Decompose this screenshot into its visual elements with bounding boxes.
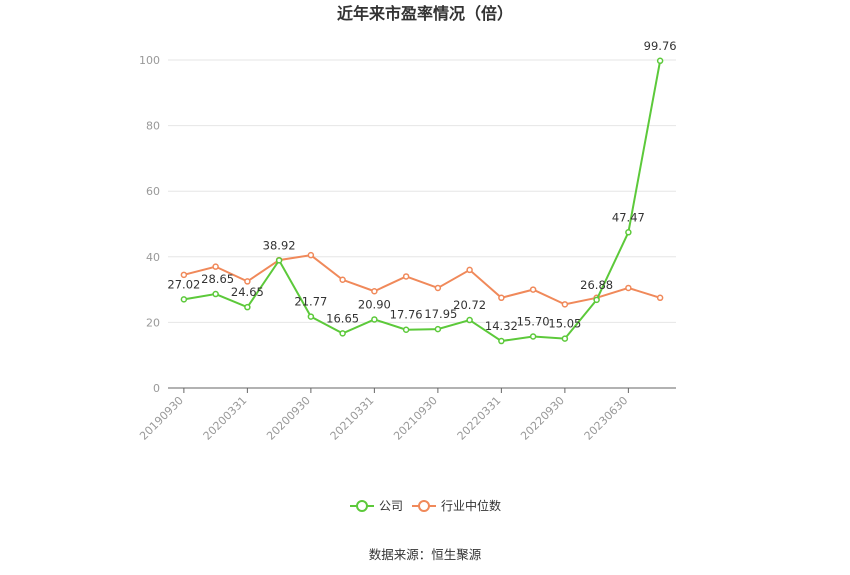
data-label: 17.95 bbox=[424, 307, 457, 321]
y-axis: 0 20 40 60 80 100 bbox=[139, 54, 160, 395]
series-line bbox=[183, 60, 662, 343]
x-tick-label: 20220930 bbox=[518, 394, 567, 443]
data-point[interactable] bbox=[498, 294, 505, 302]
data-point[interactable] bbox=[371, 287, 378, 295]
data-point[interactable] bbox=[180, 296, 188, 303]
legend-label: 公司 bbox=[379, 499, 403, 513]
data-label: 21.77 bbox=[294, 295, 327, 309]
data-point[interactable] bbox=[625, 229, 632, 236]
series-line bbox=[183, 254, 661, 306]
data-point[interactable] bbox=[656, 294, 664, 302]
y-tick-label: 0 bbox=[153, 382, 160, 395]
data-point[interactable] bbox=[402, 273, 410, 280]
data-point[interactable] bbox=[434, 325, 442, 333]
x-tick-label: 20220331 bbox=[455, 394, 504, 443]
data-source: 数据来源：恒生聚源 bbox=[369, 547, 482, 562]
data-point[interactable] bbox=[244, 303, 251, 311]
data-point[interactable] bbox=[307, 251, 315, 259]
x-tick-label: 20200331 bbox=[201, 394, 250, 443]
data-label: 16.65 bbox=[326, 311, 359, 325]
chart-title: 近年来市盈率情况（倍） bbox=[337, 4, 513, 23]
data-point[interactable] bbox=[307, 313, 315, 320]
data-point[interactable] bbox=[371, 316, 378, 323]
legend-item[interactable]: 公司 bbox=[350, 499, 403, 513]
data-label: 20.72 bbox=[453, 298, 486, 312]
data-point[interactable] bbox=[529, 286, 537, 293]
data-label: 15.05 bbox=[548, 317, 581, 331]
data-point[interactable] bbox=[275, 257, 283, 264]
legend-swatch-marker bbox=[356, 500, 368, 512]
x-axis: 20190930 20200331 20200930 20210331 20210930… bbox=[137, 387, 676, 443]
x-tick-label: 20200930 bbox=[264, 394, 313, 443]
data-point[interactable] bbox=[561, 301, 569, 308]
legend-item[interactable]: 行业中位数 bbox=[412, 498, 501, 513]
data-point[interactable] bbox=[593, 296, 600, 304]
series-layer bbox=[180, 57, 664, 345]
data-point[interactable] bbox=[212, 290, 219, 298]
data-point[interactable] bbox=[244, 278, 251, 285]
data-point[interactable] bbox=[180, 271, 188, 279]
data-label: 26.88 bbox=[580, 278, 613, 292]
data-point[interactable] bbox=[561, 335, 569, 342]
data-point[interactable] bbox=[625, 284, 632, 292]
data-label: 15.70 bbox=[517, 315, 550, 329]
x-tick-label: 20210930 bbox=[391, 394, 440, 443]
x-tick-label: 20230630 bbox=[582, 394, 631, 443]
x-tick-label: 20210331 bbox=[328, 394, 377, 443]
legend[interactable]: 公司 行业中位数 bbox=[350, 498, 501, 513]
y-tick-label: 100 bbox=[139, 54, 160, 67]
legend-swatch-marker bbox=[418, 500, 430, 512]
data-label: 38.92 bbox=[263, 238, 296, 252]
legend-label: 行业中位数 bbox=[441, 498, 501, 513]
grid-lines bbox=[168, 59, 676, 323]
x-tick-label: 20190930 bbox=[137, 394, 186, 443]
data-point[interactable] bbox=[212, 263, 219, 270]
data-point[interactable] bbox=[529, 333, 537, 340]
data-point[interactable] bbox=[402, 326, 410, 333]
data-point[interactable] bbox=[656, 57, 664, 65]
data-label: 14.32 bbox=[485, 319, 518, 333]
data-point[interactable] bbox=[434, 284, 442, 292]
data-label: 20.90 bbox=[358, 297, 391, 311]
data-point[interactable] bbox=[339, 276, 346, 284]
data-label: 47.47 bbox=[612, 210, 645, 224]
data-label: 99.76 bbox=[644, 39, 677, 53]
data-point[interactable] bbox=[466, 266, 473, 274]
y-tick-label: 20 bbox=[146, 316, 160, 329]
data-point[interactable] bbox=[339, 330, 346, 337]
data-label: 24.65 bbox=[231, 285, 264, 299]
data-label: 17.76 bbox=[390, 308, 423, 322]
data-point[interactable] bbox=[466, 316, 473, 324]
data-point[interactable] bbox=[498, 337, 505, 345]
y-tick-label: 40 bbox=[146, 251, 160, 264]
y-tick-label: 80 bbox=[146, 120, 160, 133]
y-tick-label: 60 bbox=[146, 185, 160, 198]
data-label: 27.02 bbox=[167, 277, 200, 291]
data-label: 28.65 bbox=[201, 272, 234, 286]
